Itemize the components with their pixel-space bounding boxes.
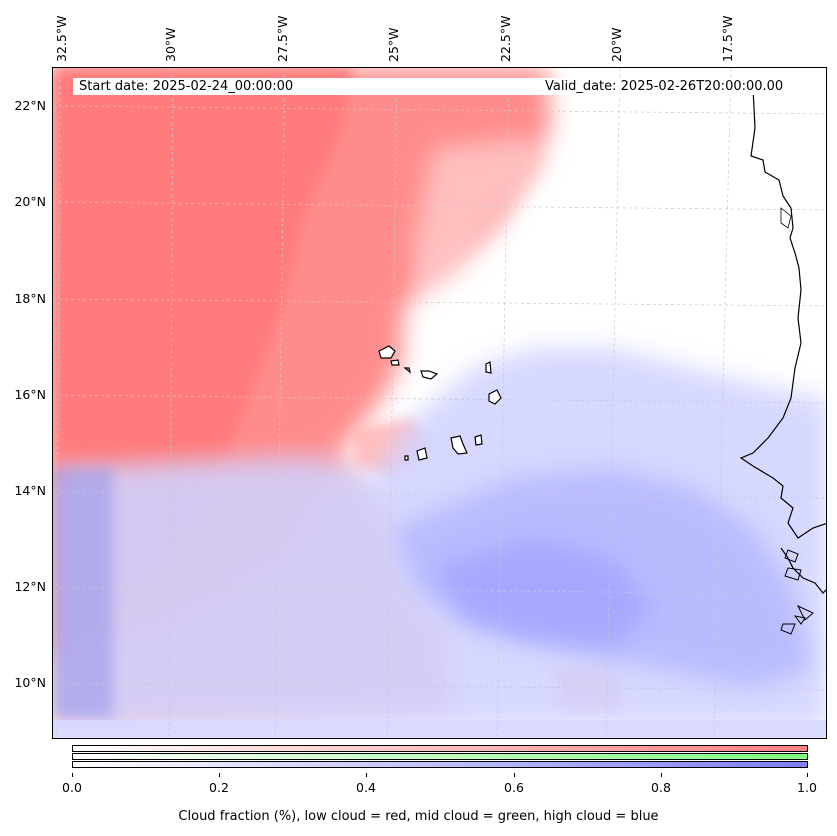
cape-verde-islands (378, 345, 502, 461)
high-cloud-field (53, 348, 826, 738)
lon-label-25w: 25°W (386, 27, 401, 62)
colorbar-label-5: 1.0 (797, 780, 817, 795)
valid-date-box: Valid_date: 2025-02-26T20:00:00.00 (539, 78, 790, 95)
lon-label-20w: 20°W (609, 27, 624, 62)
colorbar-label-2: 0.4 (356, 780, 376, 795)
lat-label-12n: 12°N (14, 579, 46, 594)
colorbar-tick (366, 773, 367, 777)
lon-label-22.5w: 22.5°W (498, 15, 513, 62)
coastal-islands (780, 549, 814, 635)
colorbar-tick (807, 773, 808, 777)
map-panel: Start date: 2025-02-24_00:00:00 Valid_da… (52, 67, 827, 739)
lat-label-14n: 14°N (14, 483, 46, 498)
colorbar-tick (661, 773, 662, 777)
africa-coastline (739, 87, 826, 594)
cloud-fraction-map (53, 68, 826, 738)
lat-label-10n: 10°N (14, 675, 46, 690)
colorbar-tick (72, 773, 73, 777)
lon-label-17.5w: 17.5°W (720, 15, 735, 62)
colorbar-label-0: 0.0 (62, 780, 82, 795)
lon-label-32.5w: 32.5°W (54, 15, 69, 62)
start-date-box: Start date: 2025-02-24_00:00:00 (73, 78, 543, 95)
lat-label-18n: 18°N (14, 291, 46, 306)
colorbar-mid-cloud (72, 753, 808, 760)
lat-label-22n: 22°N (14, 98, 46, 113)
lat-label-20n: 20°N (14, 194, 46, 209)
colorbar-tick (219, 773, 220, 777)
canary-outline (780, 207, 792, 229)
colorbar-low-cloud (72, 745, 808, 752)
colorbar-label-3: 0.6 (504, 780, 524, 795)
colorbar-label-4: 0.8 (651, 780, 671, 795)
lon-label-27.5w: 27.5°W (275, 15, 290, 62)
colorbar-high-cloud (72, 761, 808, 768)
lon-label-30w: 30°W (163, 27, 178, 62)
graticule (53, 68, 826, 738)
colorbar-tick (514, 773, 515, 777)
colorbar-label-1: 0.2 (209, 780, 229, 795)
colorbar-title: Cloud fraction (%), low cloud = red, mid… (178, 809, 659, 824)
lat-label-16n: 16°N (14, 387, 46, 402)
colorbar (72, 745, 808, 769)
